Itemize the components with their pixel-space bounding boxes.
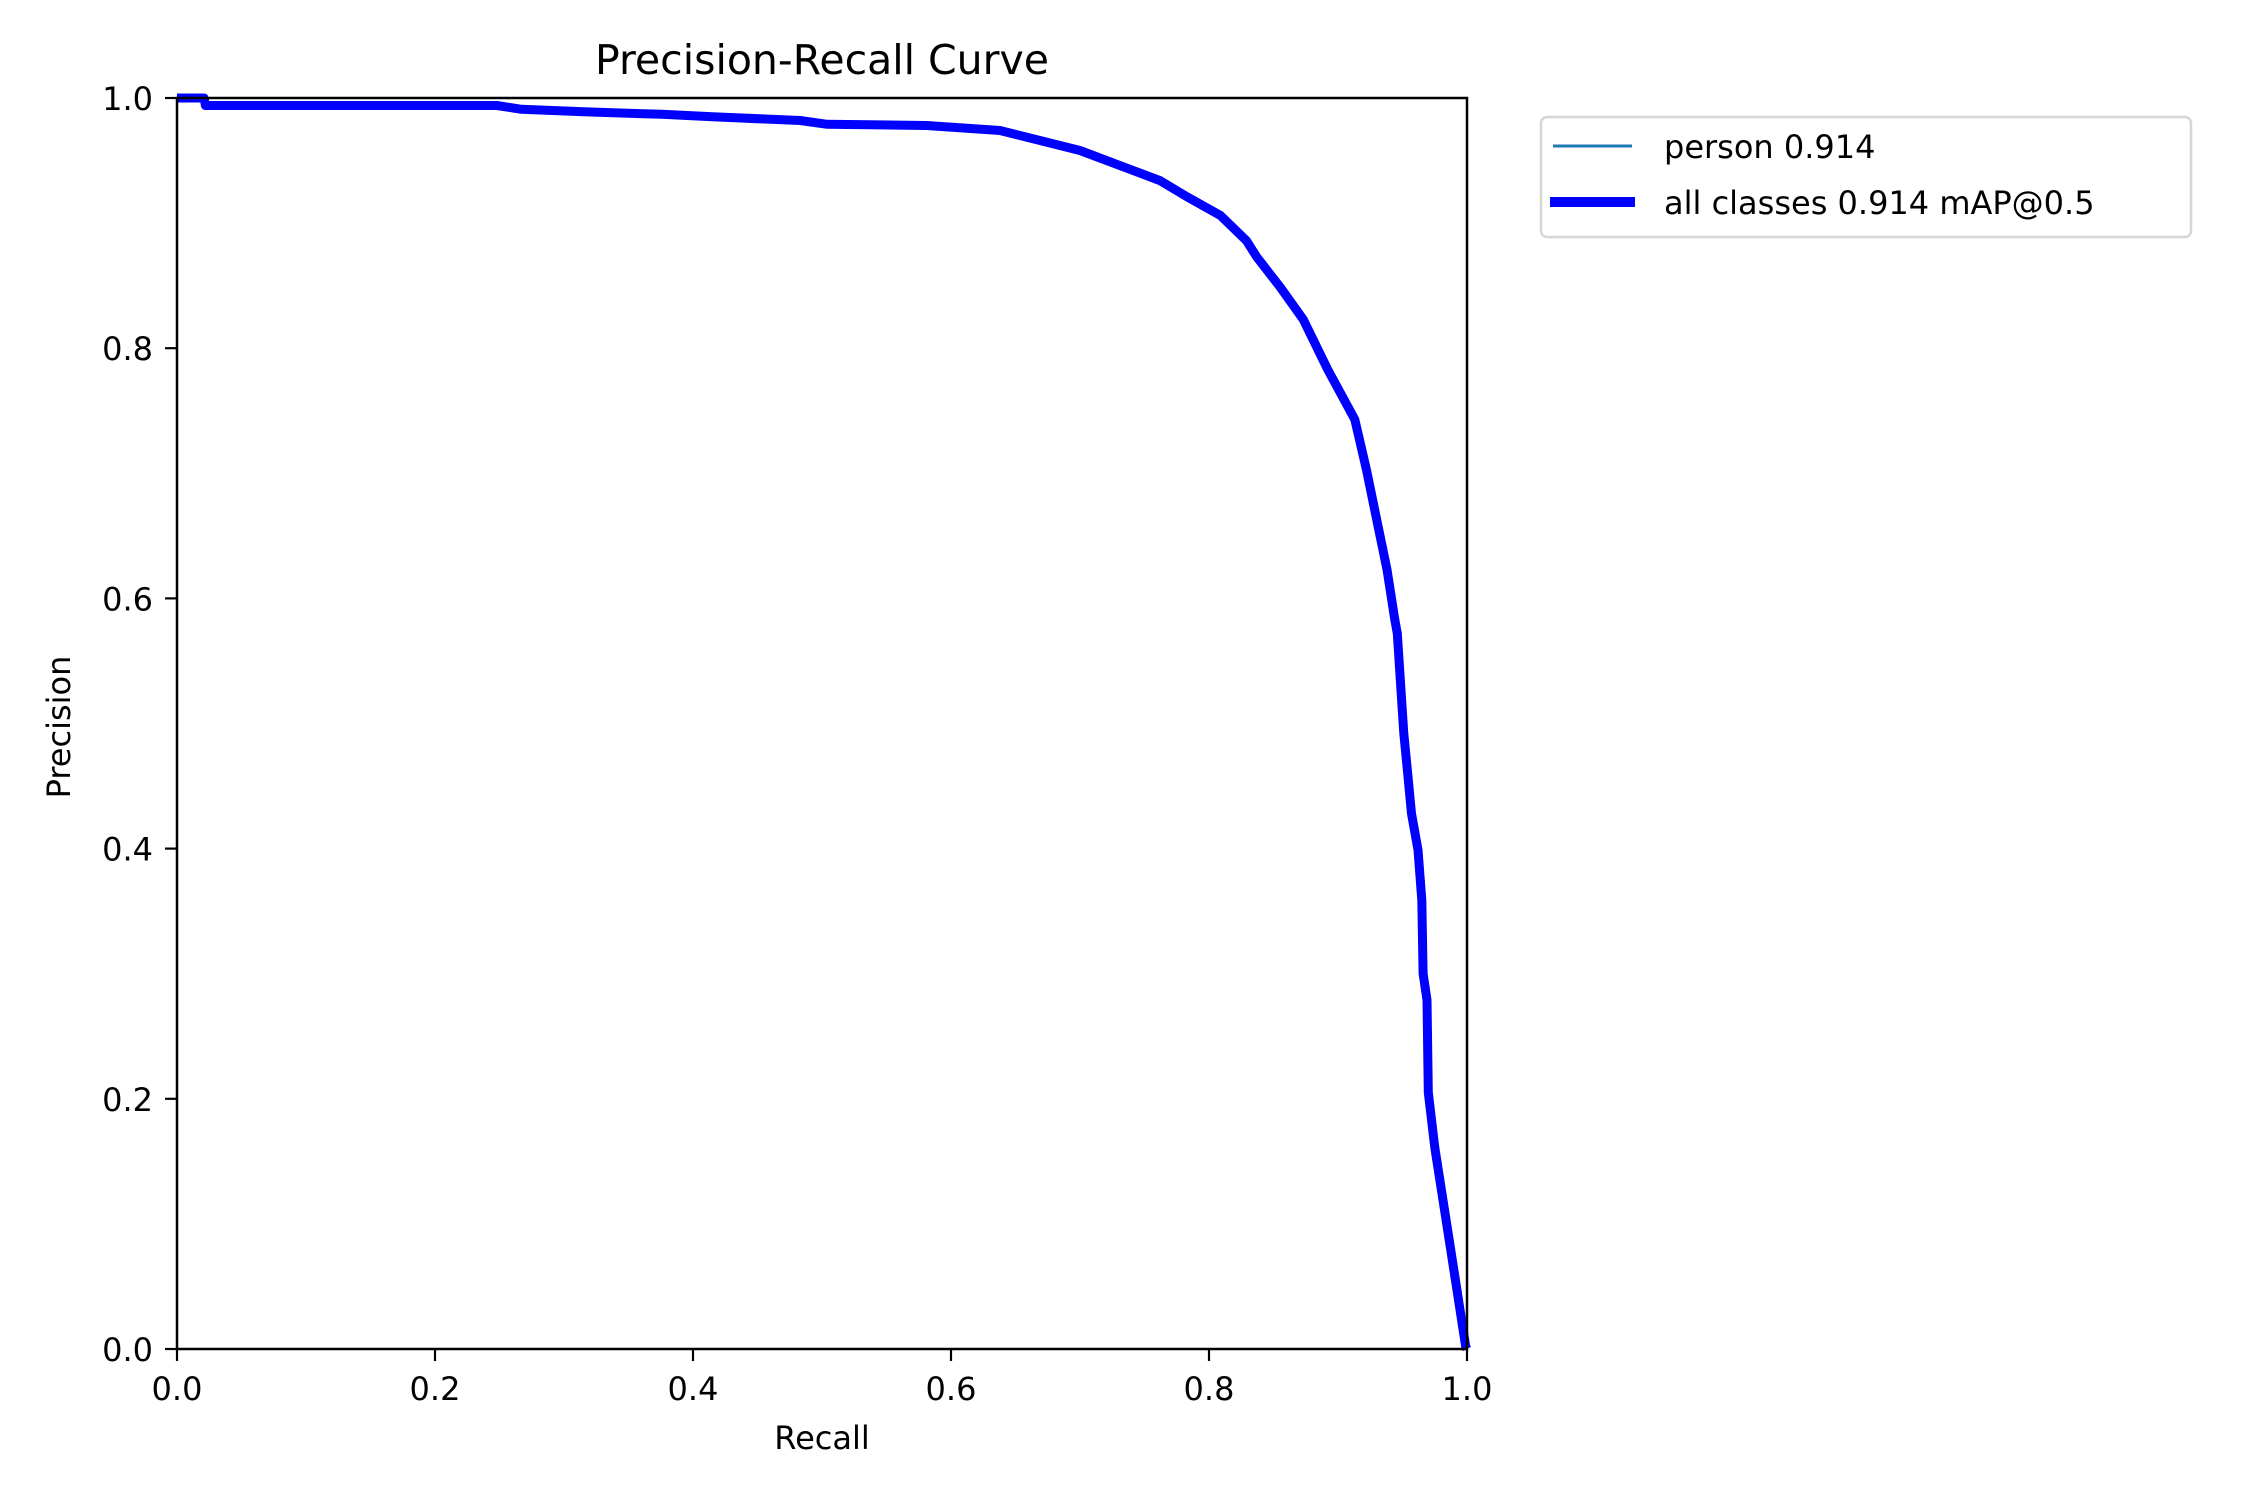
legend-label: person 0.914 (1664, 128, 1875, 166)
all-classes-curve (177, 93, 1471, 1352)
legend-box (1539, 115, 2193, 239)
plot-background (177, 98, 1467, 1349)
x-tick: 0.4 (668, 1349, 719, 1408)
x-tick: 1.0 (1442, 1349, 1493, 1408)
y-tick-label: 0.8 (102, 330, 153, 368)
y-tick-label: 0.0 (102, 1331, 153, 1369)
x-tick-label: 0.2 (410, 1370, 461, 1408)
legend: person 0.914 all classes 0.914 mAP@0.5 (1539, 115, 2193, 239)
y-axis-label: Precision (40, 656, 78, 799)
y-tick: 1.0 (102, 80, 177, 118)
axes-frame (175, 96, 1469, 1351)
y-tick-label: 0.2 (102, 1081, 153, 1119)
curves (177, 93, 1471, 1352)
x-tick-label: 0.4 (668, 1370, 719, 1408)
y-tick: 0.4 (102, 831, 177, 869)
x-tick: 0.2 (410, 1349, 461, 1408)
x-axis-label: Recall (774, 1419, 869, 1457)
y-tick-label: 0.6 (102, 580, 153, 618)
y-tick: 0.8 (102, 330, 177, 368)
x-tick-label: 0.0 (152, 1370, 203, 1408)
legend-item-person: person 0.914 (1553, 128, 1875, 166)
x-tick-label: 0.8 (1184, 1370, 1235, 1408)
x-tick-label: 1.0 (1442, 1370, 1493, 1408)
y-tick-label: 0.4 (102, 831, 153, 869)
legend-item-all-classes: all classes 0.914 mAP@0.5 (1550, 184, 2095, 222)
y-tick: 0.2 (102, 1081, 177, 1119)
legend-label: all classes 0.914 mAP@0.5 (1664, 184, 2095, 222)
plot-area (175, 93, 1471, 1352)
y-tick: 0.0 (102, 1331, 177, 1369)
x-tick: 0.8 (1184, 1349, 1235, 1408)
y-tick: 0.6 (102, 580, 177, 618)
x-tick: 0.0 (152, 1349, 203, 1408)
y-tick-label: 1.0 (102, 80, 153, 118)
x-axis-ticks: 0.0 0.2 0.4 0.6 0.8 1.0 (152, 1349, 1493, 1408)
y-axis-ticks: 0.0 0.2 0.4 0.6 0.8 1.0 (102, 80, 177, 1369)
x-tick: 0.6 (926, 1349, 977, 1408)
x-tick-label: 0.6 (926, 1370, 977, 1408)
chart-title: Precision-Recall Curve (595, 36, 1049, 84)
